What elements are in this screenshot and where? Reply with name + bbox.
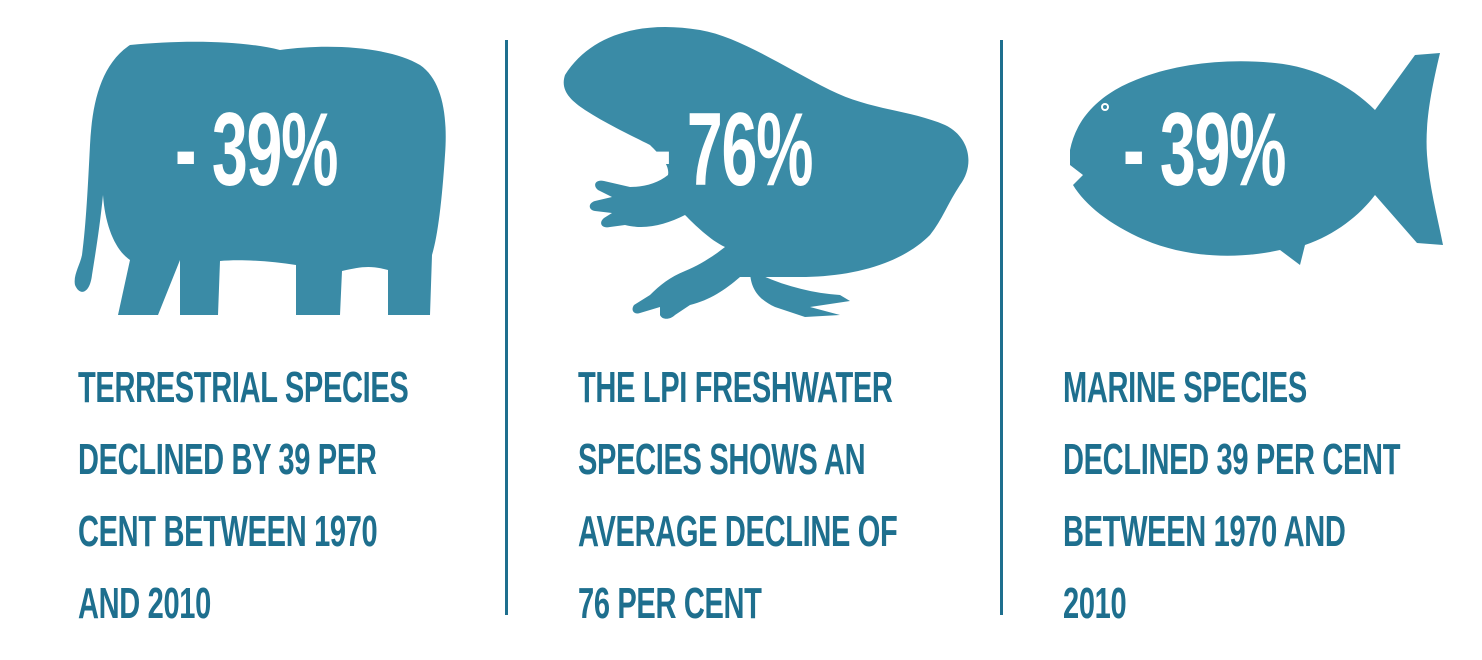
caption-line: 76 PER CENT [578,579,762,628]
elephant-icon [70,35,450,325]
terrestrial-panel: - 39% TERRESTRIAL SPECIES DECLINED BY 39… [0,0,500,660]
caption-line: BETWEEN 1970 AND [1063,507,1346,556]
caption-line: AND 2010 [78,579,211,628]
caption-line: TERRESTRIAL SPECIES [78,363,409,412]
freshwater-panel: - 76% THE LPI FRESHWATER SPECIES SHOWS A… [510,0,1000,660]
caption-line: AVERAGE DECLINE OF [578,507,898,556]
caption-line: DECLINED BY 39 PER [78,435,377,484]
divider-right [1000,40,1003,615]
frog-icon [550,15,980,325]
freshwater-caption: THE LPI FRESHWATER SPECIES SHOWS AN AVER… [578,352,1062,640]
marine-caption: MARINE SPECIES DECLINED 39 PER CENT BETW… [1063,352,1482,640]
caption-line: CENT BETWEEN 1970 [78,507,378,556]
fish-icon [1065,45,1445,275]
caption-line: SPECIES SHOWS AN [578,435,866,484]
marine-panel: - 39% MARINE SPECIES DECLINED 39 PER CEN… [1005,0,1482,660]
marine-percent: - 39% [1123,92,1286,208]
terrestrial-percent: - 39% [175,92,338,208]
terrestrial-caption: TERRESTRIAL SPECIES DECLINED BY 39 PER C… [78,352,579,640]
caption-line: 2010 [1063,579,1127,628]
caption-line: THE LPI FRESHWATER [578,363,893,412]
freshwater-percent: - 76% [650,92,813,208]
caption-line: MARINE SPECIES [1063,363,1307,412]
caption-line: DECLINED 39 PER CENT [1063,435,1401,484]
divider-left [505,40,508,615]
